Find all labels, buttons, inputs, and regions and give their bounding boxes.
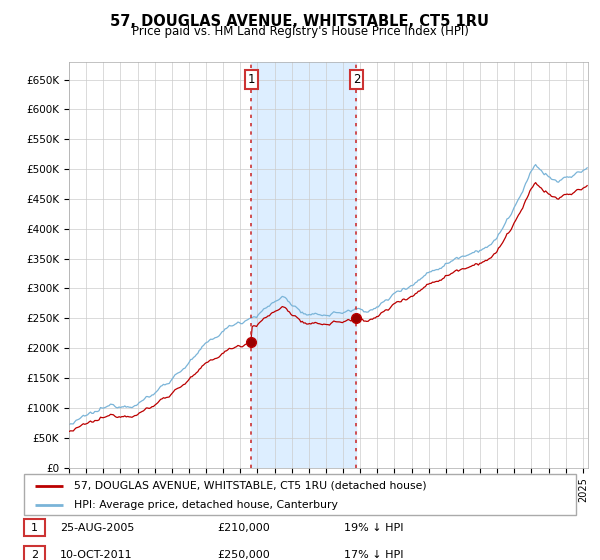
Text: £210,000: £210,000 [217,523,270,533]
FancyBboxPatch shape [24,519,45,536]
Text: Price paid vs. HM Land Registry's House Price Index (HPI): Price paid vs. HM Land Registry's House … [131,25,469,38]
Text: 10-OCT-2011: 10-OCT-2011 [60,549,133,559]
Text: £250,000: £250,000 [217,549,270,559]
Text: 57, DOUGLAS AVENUE, WHITSTABLE, CT5 1RU (detached house): 57, DOUGLAS AVENUE, WHITSTABLE, CT5 1RU … [74,480,427,491]
Text: 57, DOUGLAS AVENUE, WHITSTABLE, CT5 1RU: 57, DOUGLAS AVENUE, WHITSTABLE, CT5 1RU [110,14,490,29]
Text: 19% ↓ HPI: 19% ↓ HPI [344,523,404,533]
Text: 1: 1 [248,73,255,86]
Text: 2: 2 [353,73,360,86]
Text: HPI: Average price, detached house, Canterbury: HPI: Average price, detached house, Cant… [74,500,338,510]
Text: 1: 1 [31,523,38,533]
Text: 2: 2 [31,549,38,559]
Text: 17% ↓ HPI: 17% ↓ HPI [344,549,404,559]
FancyBboxPatch shape [24,546,45,560]
Bar [251,62,356,468]
FancyBboxPatch shape [24,474,576,515]
Text: 25-AUG-2005: 25-AUG-2005 [60,523,134,533]
